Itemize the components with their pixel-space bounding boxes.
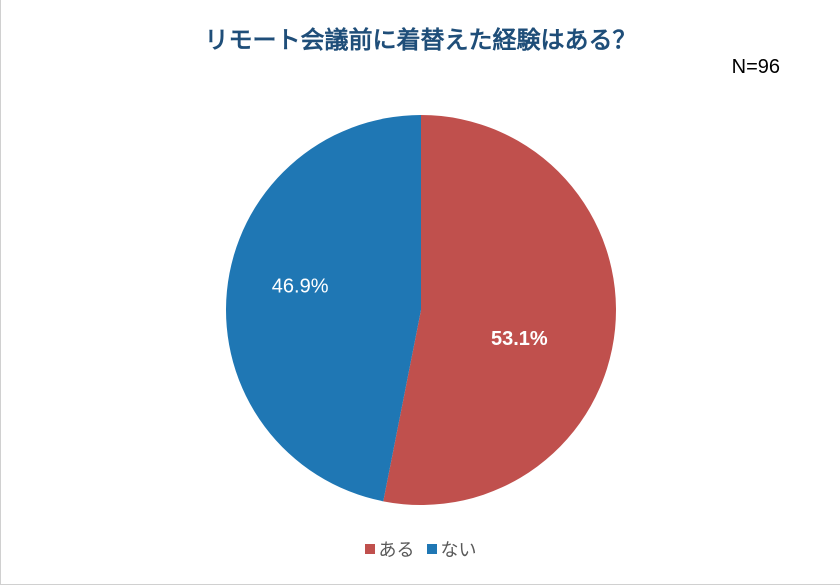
legend-swatch bbox=[365, 544, 375, 554]
legend-label: ある bbox=[379, 536, 415, 562]
legend-swatch bbox=[427, 544, 437, 554]
chart-title: リモート会議前に着替えた経験はある？ bbox=[1, 20, 840, 55]
legend-item-ある: ある bbox=[365, 536, 415, 562]
pie-slice-ない bbox=[226, 115, 421, 501]
pie-chart-container: リモート会議前に着替えた経験はある？ N=96 53.1% 46.9% あるない bbox=[0, 0, 840, 585]
legend-label: ない bbox=[441, 536, 477, 562]
slice-label-ない: 46.9% bbox=[271, 276, 328, 298]
slice-label-ある: 53.1% bbox=[490, 328, 547, 350]
legend-item-ない: ない bbox=[427, 536, 477, 562]
sample-size-label: N=96 bbox=[732, 56, 780, 79]
pie-area: 53.1% 46.9% bbox=[1, 100, 840, 520]
legend: あるない bbox=[1, 536, 840, 562]
pie-svg: 53.1% 46.9% bbox=[121, 100, 721, 520]
